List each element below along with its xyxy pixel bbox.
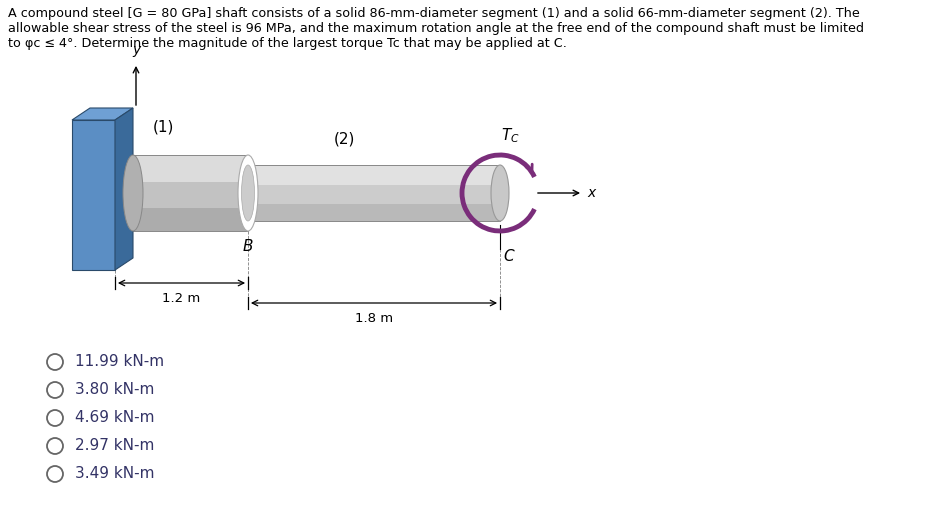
Polygon shape — [133, 155, 248, 231]
Text: 3.49 kN-m: 3.49 kN-m — [75, 466, 154, 481]
Text: A compound steel [G = 80 GPa] shaft consists of a solid 86-mm-diameter segment (: A compound steel [G = 80 GPa] shaft cons… — [8, 7, 859, 20]
Text: 2.97 kN-m: 2.97 kN-m — [75, 438, 154, 454]
Text: y: y — [132, 43, 140, 57]
Ellipse shape — [242, 165, 255, 221]
Text: 1.2 m: 1.2 m — [163, 292, 201, 305]
Text: $T_C$: $T_C$ — [500, 126, 519, 145]
Text: A: A — [80, 188, 90, 202]
Ellipse shape — [123, 155, 143, 231]
Text: (2): (2) — [333, 132, 354, 147]
Text: 1.8 m: 1.8 m — [355, 312, 393, 325]
Text: 3.80 kN-m: 3.80 kN-m — [75, 383, 154, 398]
Ellipse shape — [238, 155, 258, 231]
Text: x: x — [587, 186, 595, 200]
Polygon shape — [248, 165, 500, 184]
Polygon shape — [115, 108, 133, 270]
Text: B: B — [243, 239, 253, 254]
Polygon shape — [248, 204, 500, 221]
Text: to φc ≤ 4°. Determine the magnitude of the largest torque Tc that may be applied: to φc ≤ 4°. Determine the magnitude of t… — [8, 37, 567, 50]
Text: 4.69 kN-m: 4.69 kN-m — [75, 411, 154, 426]
Text: (1): (1) — [153, 120, 174, 135]
Polygon shape — [133, 208, 248, 231]
Text: C: C — [503, 249, 513, 264]
Polygon shape — [248, 165, 500, 221]
Polygon shape — [72, 120, 115, 270]
Polygon shape — [133, 155, 248, 182]
Text: allowable shear stress of the steel is 96 MPa, and the maximum rotation angle at: allowable shear stress of the steel is 9… — [8, 22, 864, 35]
Text: 11.99 kN-m: 11.99 kN-m — [75, 355, 164, 369]
Polygon shape — [72, 108, 133, 120]
Ellipse shape — [491, 165, 509, 221]
